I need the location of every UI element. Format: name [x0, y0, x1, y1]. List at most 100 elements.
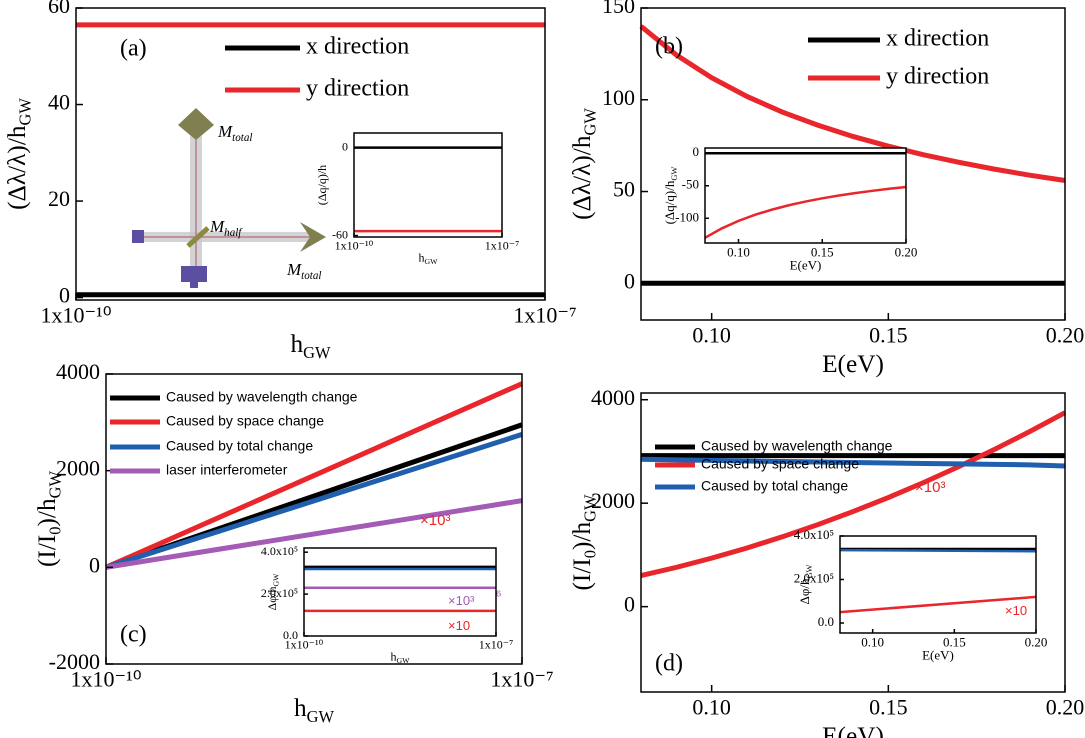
x-axis-label-part: h: [290, 330, 303, 358]
y-tick-label: 0: [624, 592, 635, 617]
y-tick-label: 4.0x10⁵: [261, 544, 298, 558]
y-axis-label-part: 0: [45, 526, 64, 534]
legend-label: laser interferometer: [166, 462, 288, 478]
annotation: Mtotal: [217, 122, 252, 144]
y-axis-label: (Δλ/λ)/hGW: [3, 98, 35, 210]
y-tick-label: 4000: [56, 359, 100, 384]
y-axis-label: (I/I0)/hGW: [568, 494, 600, 591]
legend-label: Caused by space change: [701, 456, 859, 472]
annotation-part: half: [224, 227, 243, 239]
legend-label: x direction: [306, 34, 409, 60]
annotation: ×10³: [420, 512, 450, 529]
x-tick-label: 1x10⁻¹⁰: [335, 238, 374, 252]
x-axis-label: E(eV): [822, 722, 884, 738]
x-tick-label: 1x10⁻¹⁰: [70, 667, 141, 692]
y-tick-label: 0: [693, 144, 700, 159]
y-tick-label: 4.0x10⁵: [794, 527, 834, 542]
annotation-part: ×10³: [448, 593, 475, 608]
x-axis-label: hGW: [419, 250, 439, 266]
x-tick-label: 0.15: [869, 695, 908, 720]
panel-label: (a): [120, 36, 147, 62]
y-axis-label-part: (I/I: [33, 535, 61, 567]
x-tick-label: 0.10: [727, 244, 750, 259]
panel-label: (d): [655, 651, 683, 677]
y-axis-label-part: (Δq/q)/h: [315, 165, 329, 205]
legend-label: Caused by space change: [166, 413, 324, 429]
x-tick-label: 1x10⁻¹⁰: [285, 637, 324, 651]
series-line: [840, 550, 1036, 551]
y-axis-label-part: )/h: [33, 498, 61, 526]
x-tick-label: 0.15: [869, 323, 908, 348]
y-tick-label: 40: [48, 90, 70, 115]
x-axis-label-part: GW: [425, 257, 439, 266]
y-axis-label-part: GW: [580, 494, 599, 522]
y-axis-label-part: (I/I: [568, 558, 596, 590]
y-tick-label: 0.0: [818, 614, 834, 629]
x-tick-label: 0.20: [1025, 634, 1048, 649]
y-tick-label: -50: [682, 177, 699, 192]
x-axis-label-part: E(eV): [822, 722, 884, 738]
y-axis-label-part: )/h: [568, 522, 596, 550]
figure: 02040601x10⁻¹⁰1x10⁻⁷hGW(Δλ/λ)/hGW(a)x di…: [0, 0, 1085, 738]
annotation: Mtotal: [286, 260, 321, 282]
y-axis-label-part: Δφ/h: [265, 587, 279, 611]
annotation: ×10: [1005, 603, 1027, 618]
panel-label: (c): [120, 622, 147, 648]
y-axis-label-part: (Δq/q)/h: [662, 180, 677, 224]
annotation: ×10: [448, 618, 470, 633]
x-axis-label-part: E(eV): [922, 647, 954, 662]
x-tick-label: 0.20: [895, 244, 918, 259]
x-axis-label-part: GW: [397, 656, 411, 665]
y-axis-label-part: GW: [804, 564, 814, 578]
x-axis-label-part: E(eV): [822, 350, 884, 378]
x-axis-label: E(eV): [922, 647, 954, 662]
annotation: ×10³: [448, 593, 475, 608]
legend-label: x direction: [886, 26, 989, 52]
y-axis-label: (Δq/q)/h: [315, 165, 329, 205]
y-tick-label: 4000: [591, 385, 635, 410]
annotation-part: ×10³: [915, 479, 945, 496]
x-axis-label: E(eV): [790, 257, 822, 272]
x-axis-label-part: h: [294, 694, 307, 722]
x-tick-label: 1x10⁻⁷: [490, 667, 553, 692]
legend-label: Caused by wavelength change: [701, 438, 893, 454]
y-axis-label: (I/I0)/hGW: [33, 471, 65, 568]
y-tick-label: 0: [342, 139, 348, 153]
x-axis-label-part: GW: [307, 707, 335, 726]
legend-label: Caused by total change: [166, 438, 313, 454]
x-tick-label: 1x10⁻⁷: [485, 238, 520, 252]
y-tick-label: 20: [48, 186, 70, 211]
y-tick-label: 150: [602, 0, 635, 18]
x-axis-label: hGW: [391, 649, 411, 665]
x-tick-label: 0.20: [1046, 323, 1085, 348]
y-axis-label-part: (Δλ/λ)/h: [568, 135, 596, 220]
legend-label: Caused by wavelength change: [166, 389, 358, 405]
y-axis-label-part: (Δλ/λ)/h: [3, 125, 31, 210]
x-axis-label-part: E(eV): [790, 257, 822, 272]
y-axis-label-part: GW: [15, 98, 34, 126]
y-tick-label: 50: [613, 177, 635, 202]
y-axis-label-part: Δφ/h: [797, 578, 812, 604]
y-axis-label: (Δq/q)/hGW: [662, 167, 679, 225]
annotation-part: ×10: [448, 618, 470, 633]
annotation-part: M: [209, 217, 225, 236]
x-axis-label: hGW: [290, 330, 331, 362]
y-axis-label-part: 0: [580, 550, 599, 558]
panel-label: (b): [655, 34, 683, 60]
x-axis-label: E(eV): [822, 350, 884, 378]
x-tick-label: 0.10: [861, 634, 884, 649]
x-axis-label: hGW: [294, 694, 335, 726]
x-tick-label: 0.20: [1046, 695, 1085, 720]
y-axis-label-part: GW: [580, 108, 599, 136]
annotation-part: M: [286, 260, 302, 279]
legend-label: y direction: [306, 76, 409, 102]
annotation-part: total: [232, 132, 252, 144]
x-tick-label: 1x10⁻⁷: [513, 303, 576, 328]
annotation-part: ×10: [1005, 603, 1027, 618]
x-tick-label: 1x10⁻¹⁰: [40, 303, 111, 328]
legend-label: Caused by total change: [701, 478, 848, 494]
y-axis-label: (Δλ/λ)/hGW: [568, 108, 600, 220]
inset-background: [705, 148, 906, 243]
y-axis-label: Δφ/hGW: [265, 573, 281, 611]
annotation: Mhalf: [209, 217, 243, 239]
